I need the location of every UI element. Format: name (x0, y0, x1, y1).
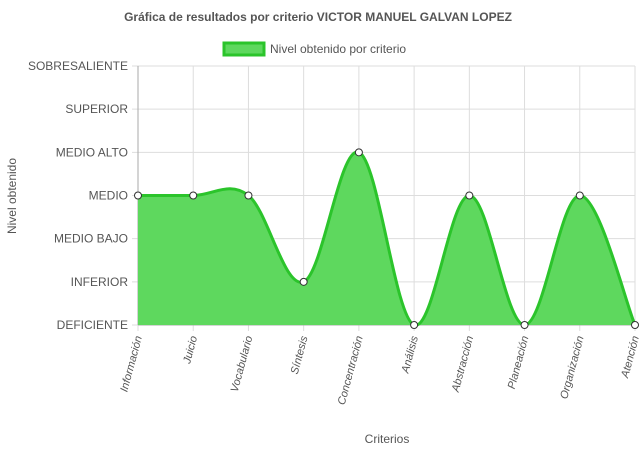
data-point-8[interactable] (575, 191, 584, 200)
data-point-4[interactable] (354, 148, 363, 157)
x-tick-label: Abstracción (450, 335, 477, 395)
x-tick-label: Juicio (181, 335, 200, 366)
data-point-6[interactable] (465, 191, 474, 200)
x-tick-label: Análisis (399, 334, 421, 375)
x-tick-label: Información (118, 335, 144, 394)
y-axis-ticks: DEFICIENTE INFERIOR MEDIO BAJO MEDIO MEDIO A… (28, 59, 128, 332)
legend-swatch (222, 41, 266, 57)
series-points-layer (134, 148, 639, 329)
series-area-fill (138, 152, 635, 326)
x-tick-label: Vocabulario (229, 335, 256, 394)
data-point-7[interactable] (520, 321, 529, 329)
y-tick-label: MEDIO BAJO (54, 232, 128, 246)
x-axis-ticks: Información Juicio Vocabulario Síntesis Conc… (118, 334, 639, 406)
x-axis-title: Criterios (365, 432, 410, 446)
data-point-1[interactable] (189, 191, 198, 200)
y-tick-label: MEDIO (89, 189, 128, 203)
data-point-0[interactable] (134, 191, 142, 200)
data-point-2[interactable] (244, 191, 253, 200)
y-tick-label: DEFICIENTE (57, 318, 128, 332)
y-tick-label: SUPERIOR (65, 102, 128, 116)
series-area-layer (138, 150, 637, 327)
x-tick-label: Síntesis (289, 334, 311, 375)
x-tick-label: Concentración (336, 335, 366, 407)
y-tick-label: SOBRESALIENTE (28, 59, 128, 73)
data-point-5[interactable] (410, 321, 419, 329)
y-axis-title: Nivel obtenido (5, 158, 19, 234)
x-tick-label: Planeación (506, 335, 532, 391)
data-point-9[interactable] (631, 321, 639, 329)
y-tick-label: INFERIOR (71, 275, 129, 289)
legend[interactable]: Nivel obtenido por criterio (222, 41, 406, 57)
y-tick-label: MEDIO ALTO (56, 145, 128, 159)
legend-label: Nivel obtenido por criterio (270, 42, 406, 56)
data-point-3[interactable] (299, 277, 308, 286)
x-tick-label: Atención (619, 335, 639, 380)
x-tick-label: Organización (558, 335, 586, 401)
chart-title: Gráfica de resultados por criterio VICTO… (124, 10, 512, 24)
